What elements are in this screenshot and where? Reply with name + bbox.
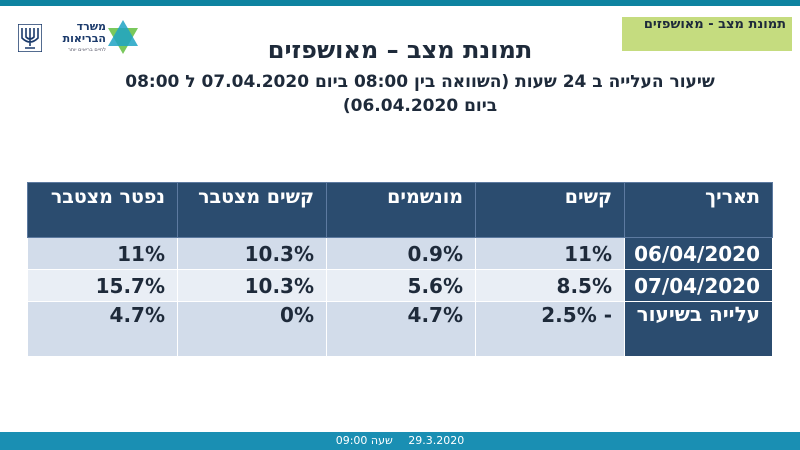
table-row: עלייה בשיעור - 2.5% 4.7% 0% 4.7% xyxy=(27,301,773,357)
ministry-tagline: לחיים בריאים יותר xyxy=(67,47,106,53)
table-cell: 0% xyxy=(177,301,327,357)
table-cell: 4.7% xyxy=(326,301,476,357)
ministry-logo: משרד הבריאות לחיים בריאים יותר xyxy=(18,18,138,58)
column-header-severe-cumulative: קשים מצטבר xyxy=(177,182,327,238)
table-cell: 10.3% xyxy=(177,237,327,270)
table-cell: 4.7% xyxy=(27,301,178,357)
footer-date: 29.3.2020 xyxy=(408,434,465,447)
footer-bar: 29.3.2020 שעה 09:00 xyxy=(0,432,800,450)
table-cell: 5.6% xyxy=(326,269,476,302)
row-label: 06/04/2020 xyxy=(624,237,773,270)
top-accent-bar xyxy=(0,0,800,6)
ministry-name: משרד הבריאות xyxy=(62,20,106,45)
column-header-date: תאריך xyxy=(624,182,773,238)
row-label: 07/04/2020 xyxy=(624,269,773,302)
table-cell: 15.7% xyxy=(27,269,178,302)
row-label: עלייה בשיעור xyxy=(624,301,773,357)
table-cell: 11% xyxy=(27,237,178,270)
column-header-severe: קשים xyxy=(475,182,625,238)
column-header-ventilated: מונשמים xyxy=(326,182,476,238)
table-cell: 0.9% xyxy=(326,237,476,270)
table-row: 06/04/2020 11% 0.9% 10.3% 11% xyxy=(27,237,773,270)
section-label: תמונת מצב - מאושפזים xyxy=(622,17,792,51)
page-title: תמונת מצב – מאושפזים xyxy=(267,36,533,64)
star-logo-icon xyxy=(108,20,138,54)
table-header-row: תאריך קשים מונשמים קשים מצטבר נפטר מצטבר xyxy=(27,182,773,238)
menorah-emblem-icon xyxy=(18,24,42,52)
table-cell: 8.5% xyxy=(475,269,625,302)
column-header-deceased-cumulative: נפטר מצטבר xyxy=(27,182,178,238)
table-cell: 11% xyxy=(475,237,625,270)
page-subtitle: שיעור העלייה ב 24 שעות (השוואה בין 08:00… xyxy=(125,72,715,116)
table-cell: - 2.5% xyxy=(475,301,625,357)
hospitalization-table: תאריך קשים מונשמים קשים מצטבר נפטר מצטבר… xyxy=(27,182,773,357)
table-row: 07/04/2020 8.5% 5.6% 10.3% 15.7% xyxy=(27,269,773,302)
table-cell: 10.3% xyxy=(177,269,327,302)
footer-time: שעה 09:00 xyxy=(335,434,393,447)
